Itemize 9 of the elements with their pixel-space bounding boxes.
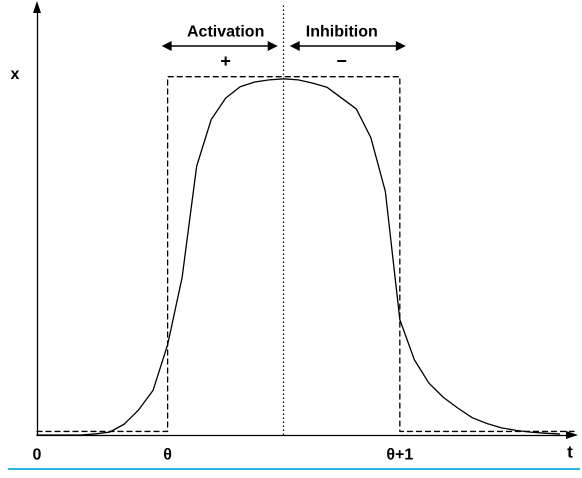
text: Inhibition [306, 24, 378, 40]
x-axis-title: t [567, 442, 574, 462]
x-tick-label: θ+1 [386, 446, 414, 464]
x-tick-label: 0 [32, 446, 42, 464]
text: − [336, 51, 348, 71]
y-axis-title: x [10, 66, 20, 84]
x-tick-label: θ [163, 446, 172, 464]
text: + [220, 51, 231, 71]
text: Activation [187, 24, 264, 40]
